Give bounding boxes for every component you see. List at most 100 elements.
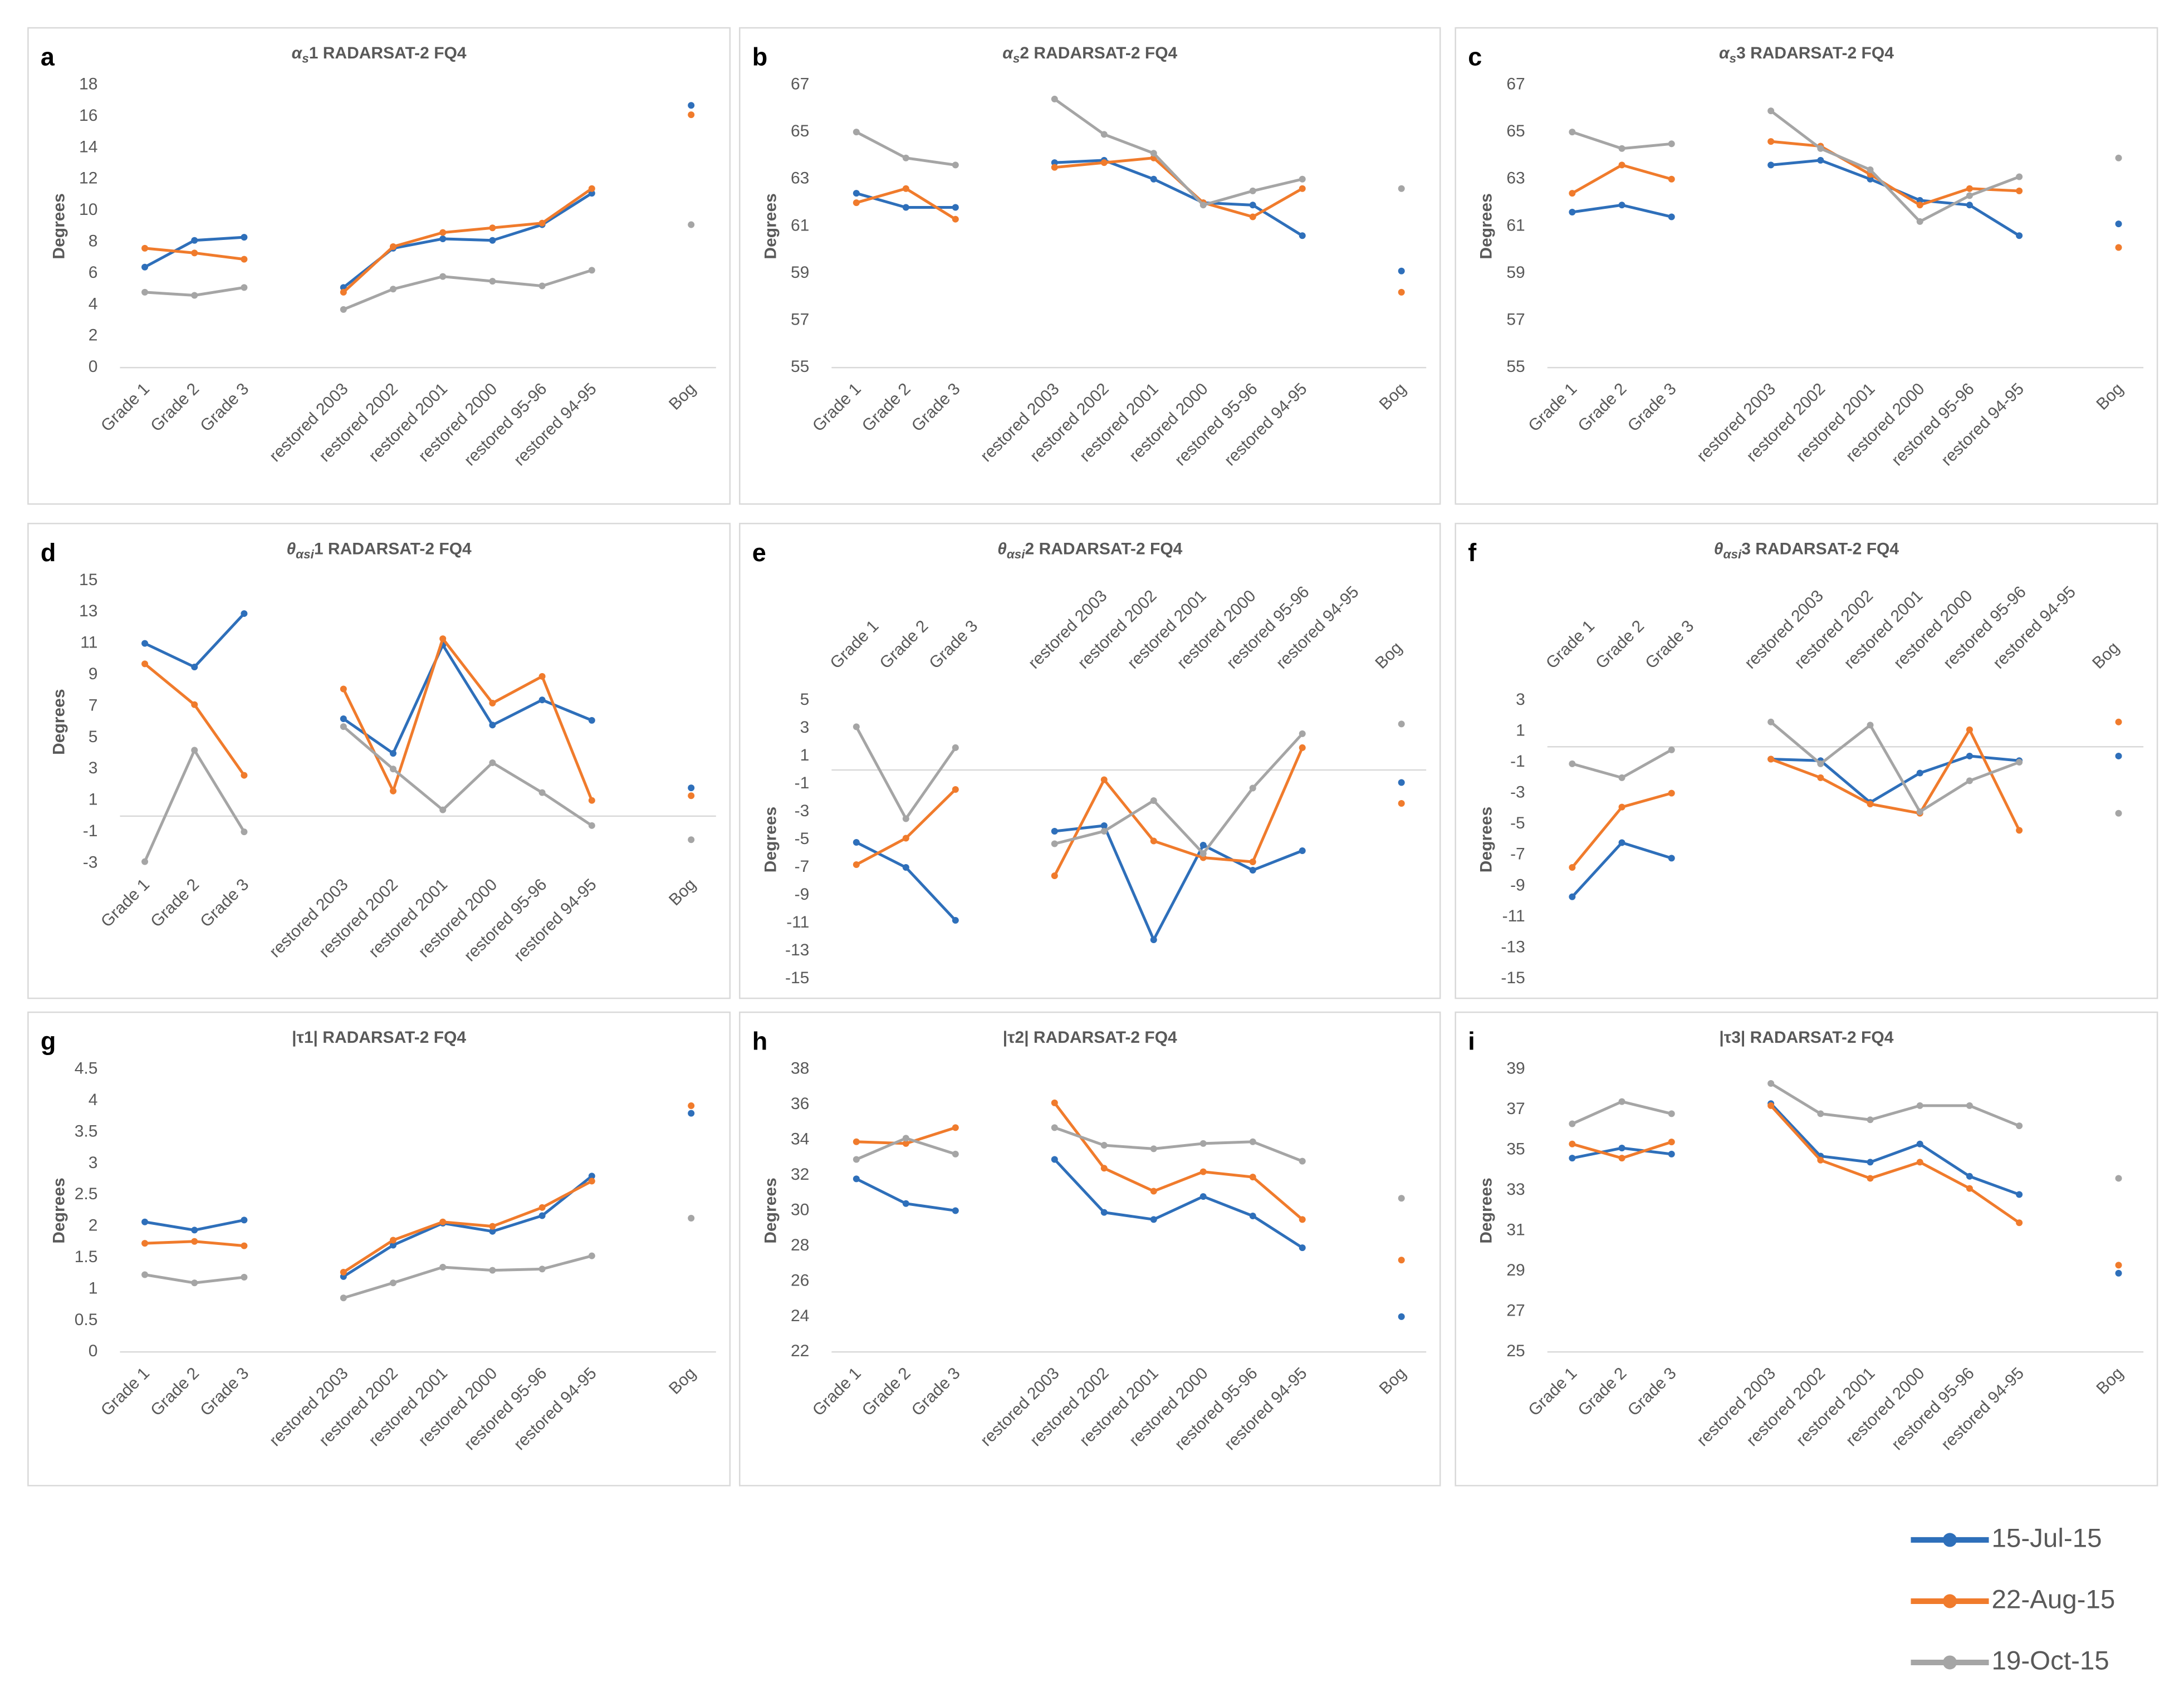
y-tick-label: 1 (800, 746, 810, 764)
title-symbol: α (1002, 44, 1013, 62)
data-point (1867, 1116, 1874, 1124)
chart-title: θαsi3 RADARSAT-2 FQ4 (1714, 539, 1899, 561)
title-symbol: θ (997, 539, 1007, 558)
panel-letter: f (1468, 538, 1477, 567)
y-axis-label: Degrees (761, 807, 780, 872)
data-point (340, 1269, 347, 1276)
y-tick-label: 1 (89, 791, 98, 809)
data-point (2115, 752, 2122, 759)
y-tick-label: 4 (89, 295, 98, 313)
title-symbol: θ (286, 539, 296, 558)
data-point (241, 610, 248, 617)
panel-letter: a (41, 43, 55, 71)
y-tick-label: -5 (795, 830, 810, 848)
data-point (1249, 187, 1256, 194)
data-point (1916, 808, 1923, 815)
data-point (1916, 1159, 1923, 1166)
data-point (241, 284, 248, 291)
data-point (1100, 159, 1108, 166)
y-tick-label: 57 (791, 311, 809, 329)
series-line (145, 1106, 691, 1272)
y-tick-label: -13 (1501, 938, 1525, 956)
data-point (2115, 1269, 2122, 1277)
data-point (489, 1228, 496, 1235)
series-line (145, 727, 691, 862)
data-point (853, 838, 860, 846)
data-point (952, 917, 959, 924)
data-point (853, 861, 860, 869)
data-point (1618, 1155, 1625, 1162)
data-point (1668, 789, 1675, 797)
data-point (1199, 841, 1207, 848)
y-tick-label: 6 (89, 263, 98, 282)
y-tick-label: 55 (791, 357, 809, 376)
x-tick-label: Grade 3 (1624, 380, 1680, 435)
data-point (1916, 769, 1923, 777)
data-point (1966, 726, 1973, 733)
data-point (1618, 1098, 1625, 1105)
y-tick-label: -11 (786, 913, 809, 931)
panel-border (27, 523, 731, 999)
x-tick-label: Grade 2 (147, 1364, 203, 1420)
data-point (1150, 154, 1157, 161)
data-point (141, 1240, 149, 1247)
data-point (1051, 840, 1058, 847)
y-tick-label: -1 (83, 822, 98, 840)
series-line (1572, 1083, 2118, 1178)
data-point (1569, 1140, 1576, 1147)
data-point (141, 1218, 149, 1225)
y-tick-label: 61 (791, 216, 809, 234)
data-point (952, 161, 959, 169)
data-point (588, 190, 595, 197)
data-point (489, 224, 496, 232)
data-point (141, 858, 149, 865)
data-point (1867, 166, 1874, 173)
title-rest: |τ3| RADARSAT-2 FQ4 (1719, 1028, 1893, 1047)
data-point (1199, 202, 1207, 209)
y-tick-label: 10 (79, 200, 97, 219)
y-tick-label: 15 (79, 571, 97, 589)
y-axis-label: Degrees (50, 193, 68, 259)
y-tick-label: 65 (1506, 122, 1525, 140)
data-point (1668, 746, 1675, 753)
legend-marker (1942, 1655, 1957, 1670)
title-sub: s (302, 52, 309, 66)
x-tick-label: Grade 2 (1592, 617, 1648, 673)
data-point (1299, 847, 1306, 855)
legend-label: 19-Oct-15 (1992, 1646, 2109, 1676)
data-point (1100, 1209, 1108, 1216)
y-tick-label: 32 (791, 1165, 809, 1184)
data-point (1150, 1145, 1157, 1152)
data-point (1199, 1140, 1207, 1147)
y-tick-label: 5 (89, 728, 98, 746)
data-point (1569, 760, 1576, 767)
data-point (1966, 1102, 1973, 1109)
data-point (588, 1178, 595, 1185)
y-tick-label: 4 (89, 1091, 98, 1109)
x-tick-label: Grade 2 (876, 617, 932, 673)
y-tick-label: 0.5 (75, 1311, 98, 1329)
series-line (856, 1159, 1402, 1316)
data-point (241, 1274, 248, 1281)
y-tick-label: 67 (1506, 75, 1525, 93)
data-point (1249, 867, 1256, 874)
chart-title: αs2 RADARSAT-2 FQ4 (1002, 44, 1177, 66)
series-line (1572, 1103, 2118, 1273)
panel-border (27, 27, 731, 505)
data-point (1668, 213, 1675, 220)
y-tick-label: -3 (83, 853, 98, 871)
data-point (439, 229, 447, 236)
y-tick-label: 38 (791, 1059, 809, 1078)
x-tick-label: Grade 1 (1525, 1364, 1580, 1420)
data-point (241, 256, 248, 263)
series-line (1572, 111, 2118, 222)
x-tick-label: Grade 1 (809, 380, 865, 435)
panel-letter: c (1468, 43, 1482, 71)
data-point (538, 673, 546, 680)
data-point (1051, 95, 1058, 102)
y-tick-label: 3 (800, 718, 810, 737)
x-tick-label: Grade 1 (1542, 617, 1598, 673)
data-point (1100, 131, 1108, 138)
legend-marker (1942, 1533, 1957, 1547)
